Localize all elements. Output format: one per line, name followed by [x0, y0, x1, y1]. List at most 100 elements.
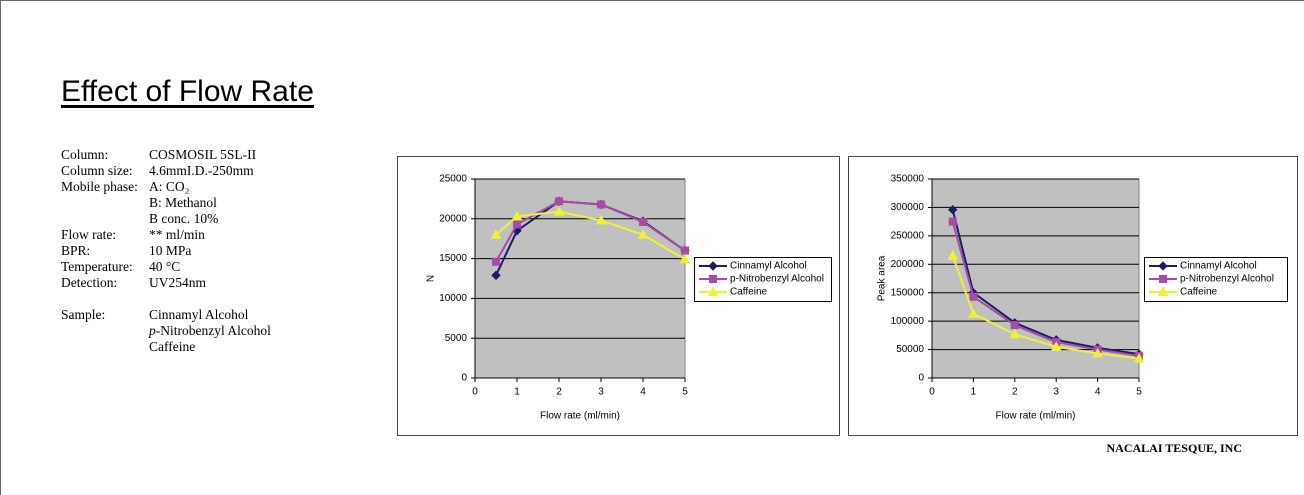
x-tick-label: 1	[971, 387, 977, 398]
y-tick-label: 300000	[891, 202, 925, 213]
x-tick-label: 1	[514, 387, 520, 398]
legend-label: p-Nitrobenzyl Alcohol	[1180, 274, 1274, 285]
legend-label: Cinnamyl Alcohol	[1180, 261, 1257, 272]
x-tick-label: 3	[598, 387, 604, 398]
y-tick-label: 50000	[896, 344, 924, 355]
data-point	[492, 257, 500, 266]
data-point	[968, 308, 979, 318]
condition-value: 40 °C	[149, 259, 181, 274]
condition-values: A: CO₂ B: Methanol B conc. 10%	[149, 179, 218, 227]
condition-row: Column: COSMOSIL 5SL-II	[61, 147, 271, 163]
x-tick-label: 5	[682, 387, 688, 398]
condition-values: 10 MPa	[149, 243, 191, 259]
page-title: Effect of Flow Rate	[61, 75, 314, 108]
condition-value: ** ml/min	[149, 227, 205, 242]
condition-value: p-Nitrobenzyl Alcohol	[149, 323, 271, 338]
condition-row: Temperature: 40 °C	[61, 259, 271, 275]
legend-marker	[709, 275, 717, 283]
condition-row: Sample: Cinnamyl Alcohol p-Nitrobenzyl Alc…	[61, 307, 271, 355]
data-point	[553, 206, 565, 216]
data-point	[947, 250, 959, 260]
condition-values: 40 °C	[149, 259, 180, 275]
y-tick-label: 350000	[891, 174, 925, 185]
y-tick-label: 100000	[891, 316, 925, 327]
y-tick-label: 150000	[891, 287, 925, 298]
condition-row: Flow rate: ** ml/min	[61, 227, 271, 243]
condition-row: Detection: UV254nm	[61, 275, 271, 291]
legend-marker	[1157, 286, 1169, 296]
condition-row: Mobile phase: A: CO₂ B: Methanol B conc. 10…	[61, 179, 271, 227]
condition-label: Flow rate:	[61, 227, 117, 242]
condition-label: Sample:	[61, 307, 106, 322]
legend-marker	[1158, 261, 1168, 271]
x-tick-label: 4	[1095, 387, 1101, 398]
legend-label: Caffeine	[730, 287, 768, 298]
condition-label: Temperature:	[61, 259, 133, 274]
condition-value: 4.6mmI.D.-250mm	[149, 163, 254, 178]
condition-value: 10 MPa	[149, 243, 192, 258]
x-tick-label: 2	[1012, 387, 1018, 398]
x-tick-label: 4	[640, 387, 646, 398]
data-point	[1050, 341, 1062, 351]
footer: NACALAI TESQUE, INC	[1106, 441, 1242, 455]
legend-marker	[707, 286, 719, 296]
x-axis-label: Flow rate (ml/min)	[540, 411, 620, 422]
y-tick-label: 5000	[445, 333, 468, 344]
legend-marker	[1159, 275, 1167, 283]
condition-value: COSMOSIL 5SL-II	[149, 147, 257, 162]
condition-values: COSMOSIL 5SL-II	[149, 147, 256, 163]
data-point	[969, 292, 978, 301]
condition-row: BPR: 10 MPa	[61, 243, 271, 259]
y-tick-label: 10000	[439, 293, 467, 304]
condition-value: A: CO₂	[149, 179, 190, 194]
y-axis-label: N	[426, 275, 437, 282]
condition-value: UV254nm	[149, 275, 206, 290]
data-point	[1010, 321, 1019, 330]
data-point	[555, 197, 563, 206]
series-line	[951, 255, 1140, 360]
plot-area	[474, 178, 686, 379]
data-point	[948, 217, 957, 226]
x-tick-label: 5	[1136, 387, 1142, 398]
data-point	[679, 253, 691, 264]
condition-values: ** ml/min	[149, 227, 205, 243]
data-point	[597, 200, 605, 209]
data-point	[1092, 348, 1103, 358]
condition-label: Column:	[61, 147, 109, 162]
legend-label: Cinnamyl Alcohol	[730, 261, 807, 272]
condition-label: Detection:	[61, 275, 118, 290]
data-point	[491, 270, 501, 281]
data-point	[595, 214, 607, 225]
data-point	[681, 246, 689, 255]
condition-value: B: Methanol	[149, 195, 217, 210]
data-point	[1133, 353, 1145, 363]
y-tick-label: 200000	[891, 259, 925, 270]
legend-label: Caffeine	[1180, 287, 1218, 298]
condition-value: Caffeine	[149, 339, 196, 354]
y-tick-label: 0	[918, 373, 924, 384]
y-tick-label: 250000	[891, 230, 925, 241]
condition-row: Column size: 4.6mmI.D.-250mm	[61, 163, 271, 179]
y-tick-label: 20000	[439, 213, 467, 224]
y-tick-label: 25000	[439, 174, 467, 185]
x-tick-label: 3	[1053, 387, 1059, 398]
data-point	[513, 220, 521, 229]
legend-marker	[708, 261, 718, 271]
data-point	[637, 229, 649, 239]
x-tick-label: 0	[472, 387, 478, 398]
data-point	[639, 217, 647, 226]
series-line	[495, 200, 686, 263]
condition-label: Mobile phase:	[61, 179, 138, 194]
series-line	[951, 209, 1140, 356]
data-point	[490, 229, 502, 239]
condition-value: Cinnamyl Alcohol	[149, 307, 249, 322]
condition-value: B conc. 10%	[149, 211, 219, 226]
x-tick-label: 0	[929, 387, 935, 398]
conditions: Column: COSMOSIL 5SL-II Column size: 4.6mmI…	[61, 147, 271, 355]
series-line	[951, 221, 1140, 357]
condition-label: BPR:	[61, 243, 91, 258]
data-point	[511, 210, 523, 221]
x-tick-label: 2	[556, 387, 562, 398]
